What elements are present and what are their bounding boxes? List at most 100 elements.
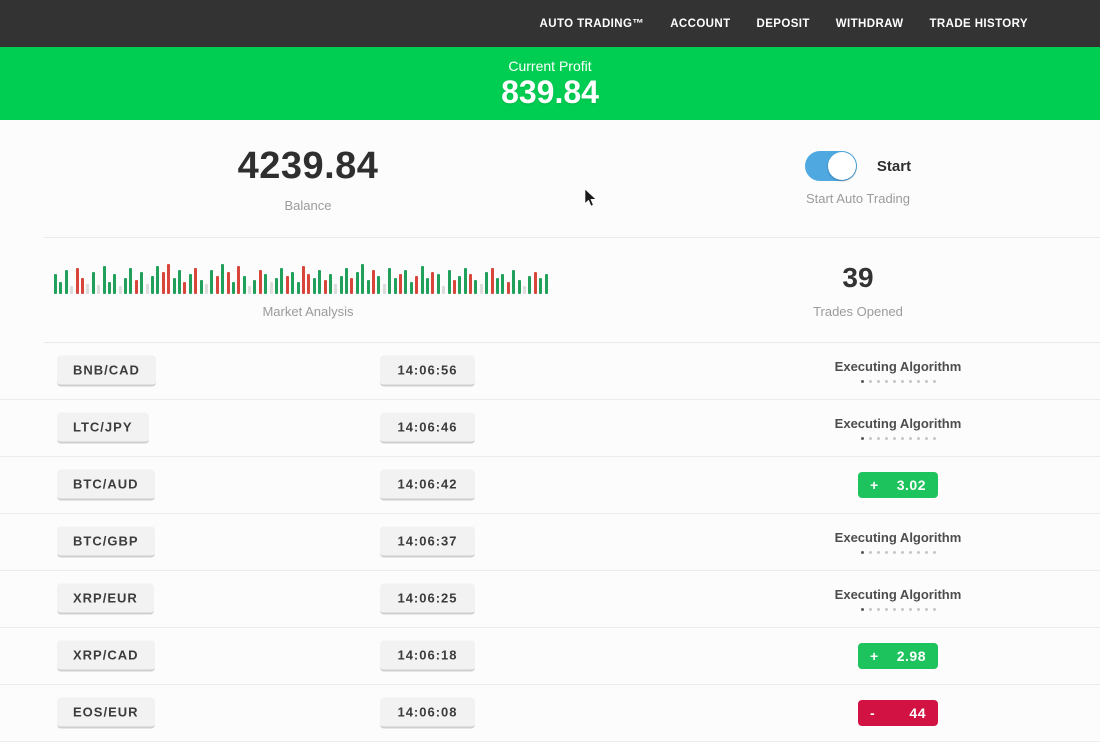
market-bar: [64, 269, 68, 294]
loader-dot: [908, 380, 912, 383]
trade-result: - 44: [818, 700, 978, 726]
market-bar: [501, 273, 505, 294]
market-bar: [334, 283, 338, 294]
market-bar: [404, 269, 408, 294]
market-bar: [485, 271, 489, 294]
trade-result: Executing Algorithm: [818, 416, 978, 440]
market-bar: [199, 279, 203, 294]
loader-dot: [916, 608, 920, 611]
loader-dot: [876, 437, 880, 440]
trade-time-badge: 14:06:25: [380, 583, 475, 615]
loader-dots-icon: [860, 380, 936, 383]
market-bar: [528, 275, 532, 294]
market-bar: [231, 281, 235, 294]
market-bar: [517, 279, 521, 294]
market-bar: [382, 283, 386, 294]
trade-result: Executing Algorithm: [818, 359, 978, 383]
trade-pair-badge: BTC/GBP: [57, 526, 155, 558]
market-bar: [107, 281, 111, 294]
market-bar: [54, 273, 57, 294]
loader-dot: [868, 608, 872, 611]
trade-time-badge: 14:06:42: [380, 469, 475, 501]
market-bar: [415, 275, 419, 294]
market-bar: [431, 271, 435, 294]
loader-dot: [860, 608, 864, 611]
trade-time-badge: 14:06:18: [380, 640, 475, 672]
market-bar: [452, 279, 456, 294]
loader-dot: [860, 551, 864, 554]
profit-badge: +3.02: [858, 472, 938, 498]
market-bar: [97, 284, 101, 294]
market-bar: [409, 281, 413, 294]
trade-row: EOS/EUR 14:06:08 - 44: [0, 685, 1100, 742]
nav-item-deposit[interactable]: DEPOSIT: [756, 17, 810, 30]
market-analysis-chart: [54, 262, 562, 294]
loader-dot: [908, 551, 912, 554]
trade-pair-badge: XRP/EUR: [57, 583, 154, 615]
market-bar: [210, 269, 214, 294]
market-bar: [145, 283, 149, 294]
market-bar: [242, 275, 246, 294]
loader-dot: [868, 437, 872, 440]
loader-dot: [924, 380, 928, 383]
loader-dot: [932, 608, 936, 611]
market-bar: [226, 271, 230, 294]
loader-dot: [884, 437, 888, 440]
loader-dot: [892, 551, 896, 554]
trade-time-badge: 14:06:46: [380, 412, 475, 444]
current-profit-label: Current Profit: [508, 58, 592, 74]
market-bar: [544, 273, 548, 294]
loader-dot: [908, 437, 912, 440]
market-bar: [248, 285, 252, 294]
market-bar: [264, 273, 268, 294]
nav-item-auto-trading[interactable]: AUTO TRADING™: [539, 17, 645, 30]
result-sign: +: [870, 648, 879, 664]
market-bar: [399, 273, 402, 294]
loader-dot: [900, 437, 904, 440]
loader-dot: [900, 608, 904, 611]
auto-trading-toggle[interactable]: [804, 151, 857, 181]
nav-item-account[interactable]: ACCOUNT: [670, 17, 731, 30]
nav-item-withdraw[interactable]: WITHDRAW: [835, 17, 904, 30]
market-section: Market Analysis 39 Trades Opened: [0, 238, 1100, 342]
market-bar: [372, 269, 376, 294]
executing-algorithm-label: Executing Algorithm: [834, 587, 962, 602]
trade-row: XRP/CAD 14:06:18 +2.98: [0, 628, 1100, 685]
market-bar: [490, 267, 494, 294]
market-bar: [377, 275, 381, 294]
trade-pair-badge: XRP/CAD: [57, 640, 155, 672]
loader-dot: [876, 608, 880, 611]
market-bar: [442, 285, 446, 294]
market-bar: [496, 277, 500, 294]
loader-dot: [860, 437, 864, 440]
market-bar: [512, 269, 516, 294]
market-bar: [140, 271, 144, 294]
market-bar: [188, 273, 192, 294]
market-bar: [474, 279, 478, 294]
market-bar: [318, 269, 322, 294]
section-divider: [44, 237, 1100, 238]
trade-result: Executing Algorithm: [818, 530, 978, 554]
nav-item-trade-history[interactable]: TRADE HISTORY: [929, 17, 1028, 30]
loader-dots-icon: [860, 551, 936, 554]
market-bar: [215, 275, 219, 294]
loader-dot: [876, 380, 880, 383]
market-bar: [463, 267, 467, 294]
market-bar: [506, 281, 510, 294]
market-bar: [425, 277, 429, 294]
trade-row: BTC/GBP 14:06:37 Executing Algorithm: [0, 514, 1100, 571]
toggle-knob-icon: [827, 152, 856, 180]
result-value: 2.98: [896, 648, 926, 664]
market-analysis-label: Market Analysis: [262, 303, 354, 319]
loader-dots-icon: [860, 437, 936, 440]
loader-dot: [924, 437, 928, 440]
loader-dot: [892, 437, 896, 440]
market-bar: [194, 267, 198, 294]
market-bar: [345, 267, 349, 294]
loader-dot: [868, 380, 872, 383]
market-bar: [339, 275, 343, 294]
market-bar: [275, 277, 279, 294]
market-bar: [312, 277, 316, 294]
section-divider: [44, 342, 1100, 343]
toggle-label: Start: [876, 157, 912, 175]
